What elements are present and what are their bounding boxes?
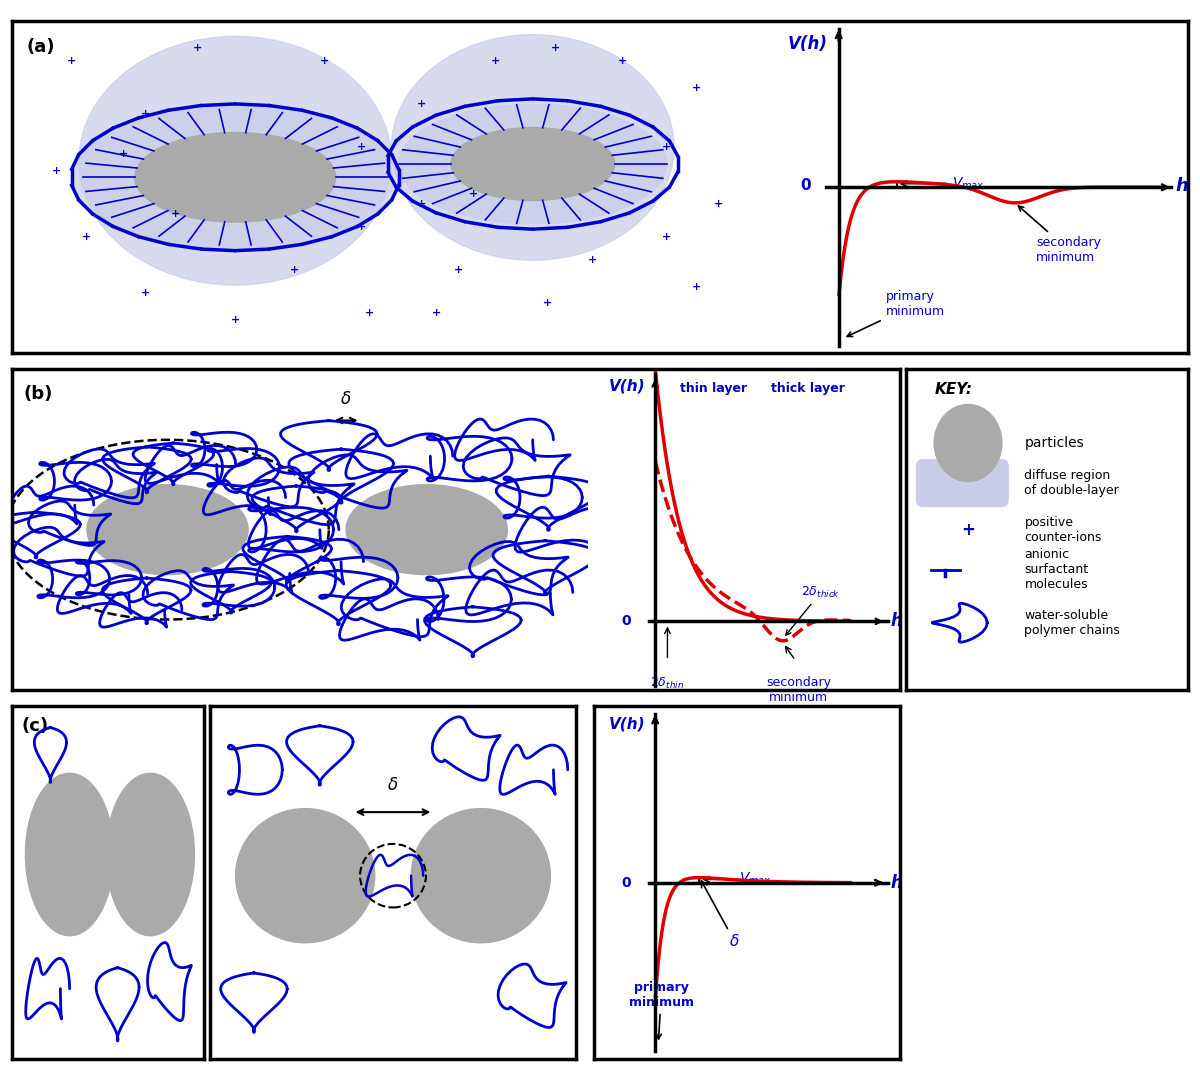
Text: +: + [82, 232, 91, 242]
Text: +: + [491, 57, 500, 66]
Circle shape [86, 485, 248, 575]
Circle shape [412, 809, 551, 943]
Text: +: + [193, 43, 203, 52]
Circle shape [451, 127, 614, 200]
Circle shape [134, 133, 336, 223]
Circle shape [72, 104, 398, 250]
Text: h: h [890, 612, 902, 630]
Ellipse shape [79, 36, 391, 285]
Circle shape [398, 104, 667, 224]
Text: V(h): V(h) [787, 34, 828, 52]
Text: +: + [67, 57, 76, 66]
Text: particles: particles [1025, 435, 1084, 450]
Text: +: + [961, 521, 974, 538]
Text: 0: 0 [800, 178, 811, 193]
Text: +: + [469, 189, 478, 199]
Text: anionic
surfactant
molecules: anionic surfactant molecules [1025, 548, 1088, 592]
Text: +: + [142, 289, 150, 299]
Text: $2\delta_{thick}$: $2\delta_{thick}$ [786, 584, 841, 636]
Text: positive
counter-ions: positive counter-ions [1025, 516, 1102, 544]
Text: secondary
minimum: secondary minimum [1019, 205, 1102, 264]
Text: δ: δ [388, 777, 398, 794]
Text: +: + [551, 43, 559, 52]
FancyBboxPatch shape [916, 459, 1009, 507]
Text: +: + [454, 265, 463, 275]
Text: +: + [662, 232, 671, 242]
Text: +: + [230, 315, 240, 325]
Text: $2\delta_{thin}$: $2\delta_{thin}$ [650, 676, 684, 691]
Text: 0: 0 [622, 614, 631, 628]
Text: +: + [358, 223, 366, 232]
Text: +: + [544, 299, 552, 308]
Text: diffuse region
of double-layer: diffuse region of double-layer [1025, 469, 1120, 498]
Text: +: + [365, 308, 373, 318]
Ellipse shape [391, 34, 674, 260]
Text: +: + [320, 57, 329, 66]
Text: thick layer: thick layer [772, 382, 845, 395]
Text: +: + [172, 209, 180, 218]
Text: +: + [119, 149, 128, 159]
Circle shape [25, 774, 114, 935]
Text: +: + [618, 57, 626, 66]
Text: +: + [662, 142, 671, 152]
Text: +: + [588, 256, 596, 265]
Text: (c): (c) [22, 717, 49, 735]
Text: $V_{max}$: $V_{max}$ [704, 871, 772, 887]
Text: +: + [714, 199, 724, 209]
Text: secondary
minimum: secondary minimum [766, 676, 830, 704]
Text: $V_{max}$: $V_{max}$ [901, 175, 985, 192]
Text: δ: δ [341, 389, 352, 408]
Text: (b): (b) [24, 385, 53, 403]
Text: (a): (a) [26, 39, 55, 56]
Text: δ: δ [701, 881, 739, 949]
Text: 0: 0 [622, 875, 631, 890]
Text: +: + [416, 199, 426, 209]
Text: +: + [416, 100, 426, 109]
Text: primary
minimum: primary minimum [847, 290, 944, 337]
Text: +: + [432, 308, 440, 318]
Text: h: h [890, 874, 902, 891]
Text: +: + [52, 166, 61, 175]
Text: +: + [358, 142, 366, 152]
Text: primary
minimum: primary minimum [629, 981, 694, 1039]
Text: water-soluble
polymer chains: water-soluble polymer chains [1025, 609, 1121, 637]
Text: +: + [142, 109, 150, 119]
Text: +: + [692, 281, 701, 292]
Text: +: + [290, 265, 299, 275]
Text: h: h [1175, 177, 1188, 195]
Circle shape [346, 485, 508, 575]
Text: V(h): V(h) [610, 379, 646, 394]
Text: thin layer: thin layer [679, 382, 746, 395]
Text: KEY:: KEY: [935, 382, 972, 397]
Text: V(h): V(h) [610, 717, 646, 732]
Circle shape [235, 809, 374, 943]
Circle shape [934, 404, 1002, 482]
Circle shape [106, 774, 194, 935]
Text: +: + [692, 82, 701, 93]
